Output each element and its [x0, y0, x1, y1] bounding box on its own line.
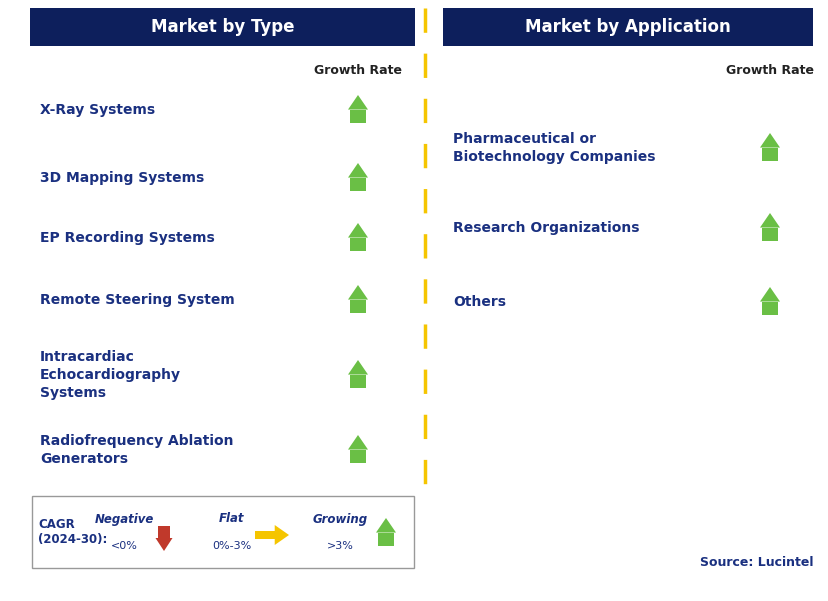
Polygon shape: [350, 374, 365, 388]
Polygon shape: [350, 177, 365, 191]
Text: Flat: Flat: [219, 513, 244, 525]
Bar: [32, 496, 413, 568]
Polygon shape: [350, 109, 365, 123]
Bar: [30, 8, 415, 46]
Polygon shape: [255, 531, 274, 539]
Text: Negative: Negative: [94, 513, 153, 525]
Text: 0%-3%: 0%-3%: [212, 541, 252, 551]
Polygon shape: [350, 237, 365, 251]
Text: 3D Mapping Systems: 3D Mapping Systems: [40, 171, 204, 185]
Text: Growth Rate: Growth Rate: [314, 64, 402, 76]
Polygon shape: [348, 435, 368, 450]
Polygon shape: [348, 285, 368, 299]
Polygon shape: [762, 228, 777, 241]
Polygon shape: [762, 148, 777, 161]
Polygon shape: [350, 450, 365, 463]
Text: >3%: >3%: [326, 541, 353, 551]
Polygon shape: [378, 532, 393, 546]
Polygon shape: [759, 213, 779, 228]
Text: Radiofrequency Ablation
Generators: Radiofrequency Ablation Generators: [40, 434, 233, 466]
Polygon shape: [274, 525, 289, 545]
Polygon shape: [348, 163, 368, 177]
Text: Remote Steering System: Remote Steering System: [40, 293, 234, 307]
Text: Pharmaceutical or
Biotechnology Companies: Pharmaceutical or Biotechnology Companie…: [452, 132, 655, 164]
Text: EP Recording Systems: EP Recording Systems: [40, 231, 214, 245]
Polygon shape: [759, 133, 779, 148]
Text: <0%: <0%: [110, 541, 137, 551]
Polygon shape: [156, 538, 172, 551]
Polygon shape: [376, 518, 396, 532]
Text: Others: Others: [452, 295, 505, 309]
Text: Research Organizations: Research Organizations: [452, 221, 638, 235]
Text: Growth Rate: Growth Rate: [725, 64, 813, 76]
Polygon shape: [759, 287, 779, 302]
Text: CAGR
(2024-30):: CAGR (2024-30):: [38, 517, 108, 546]
Polygon shape: [762, 302, 777, 315]
Polygon shape: [348, 95, 368, 109]
Text: X-Ray Systems: X-Ray Systems: [40, 103, 155, 117]
Bar: [442, 8, 812, 46]
Text: Market by Type: Market by Type: [151, 18, 294, 36]
Polygon shape: [348, 223, 368, 237]
Text: Intracardiac
Echocardiography
Systems: Intracardiac Echocardiography Systems: [40, 350, 181, 400]
Text: Source: Lucintel: Source: Lucintel: [700, 557, 813, 570]
Polygon shape: [348, 360, 368, 374]
Text: Growing: Growing: [312, 513, 367, 525]
Text: Market by Application: Market by Application: [524, 18, 730, 36]
Polygon shape: [157, 526, 171, 538]
Polygon shape: [350, 299, 365, 313]
